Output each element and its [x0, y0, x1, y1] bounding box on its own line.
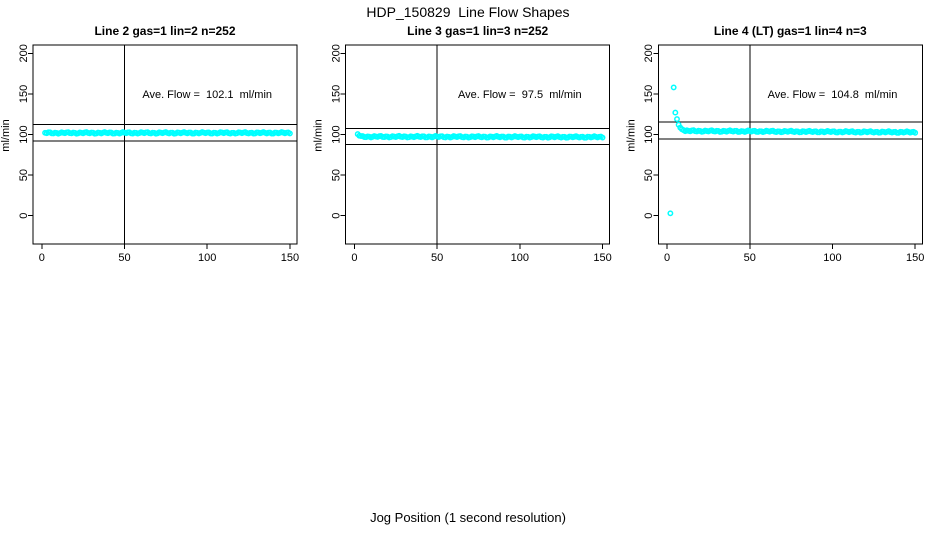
y-axis-tick-label: 100 — [331, 125, 343, 143]
x-axis-tick-label: 0 — [351, 252, 357, 264]
panel-3: Line 4 (LT) gas=1 lin=4 n=3 0 50 100 150 0 50 1… — [625, 24, 924, 264]
x-axis-tick-label: 50 — [118, 252, 130, 264]
panel-1: Line 2 gas=1 lin=2 n=252 0 50 100 150 0 50 100 1… — [0, 24, 299, 264]
y-axis-tick-label: 50 — [331, 169, 343, 181]
x-axis-tick-label: 0 — [664, 252, 670, 264]
y-axis-tick-label: 150 — [331, 85, 343, 103]
y-axis-tick-label: 200 — [643, 44, 655, 62]
y-axis-tick-label: 0 — [643, 213, 655, 219]
data-points — [42, 129, 293, 137]
panel-title: Line 2 gas=1 lin=2 n=252 — [94, 24, 235, 38]
panel-title: Line 4 (LT) gas=1 lin=4 n=3 — [714, 24, 867, 38]
y-axis-tick-label: 0 — [331, 213, 343, 219]
data-point — [912, 129, 919, 136]
x-axis-tick-label: 0 — [39, 252, 45, 264]
y-axis-tick-label: 150 — [18, 85, 30, 103]
y-axis-tick-label: 200 — [18, 44, 30, 62]
figure-title: HDP_150829 Line Flow Shapes — [366, 4, 570, 20]
y-axis-tick-label: 100 — [18, 125, 30, 143]
outlier-point — [672, 109, 679, 116]
data-points — [354, 131, 606, 141]
y-axis-tick-label: 200 — [331, 44, 343, 62]
y-axis-tick-label: 50 — [643, 169, 655, 181]
y-axis-label: ml/min — [0, 119, 12, 151]
figure-xlabel: Jog Position (1 second resolution) — [370, 510, 566, 525]
x-axis-tick-label: 100 — [198, 252, 216, 264]
y-axis-tick-label: 50 — [18, 169, 30, 181]
x-axis-tick-label: 50 — [744, 252, 756, 264]
x-axis-tick-label: 50 — [431, 252, 443, 264]
ave-flow-annotation: Ave. Flow = 97.5 ml/min — [458, 89, 582, 101]
panel-2: Line 3 gas=1 lin=3 n=252 0 50 100 150 0 50 100 1… — [313, 24, 612, 264]
x-axis-tick-label: 150 — [281, 252, 299, 264]
outlier-point — [356, 132, 363, 139]
x-axis-tick-label: 100 — [511, 252, 529, 264]
panel-box — [657, 44, 923, 245]
x-axis-tick-label: 150 — [593, 252, 611, 264]
panel-box — [32, 44, 298, 245]
y-axis-tick-label: 150 — [643, 85, 655, 103]
x-axis-tick-label: 150 — [906, 252, 924, 264]
outlier-point — [667, 210, 674, 217]
outlier-point — [680, 127, 687, 134]
x-axis-tick-label: 100 — [823, 252, 841, 264]
data-points — [667, 84, 919, 217]
y-axis-tick-label: 0 — [18, 213, 30, 219]
outlier-point — [674, 116, 680, 123]
data-point — [286, 130, 293, 137]
ave-flow-annotation: Ave. Flow = 102.1 ml/min — [142, 89, 272, 101]
y-axis-tick-label: 100 — [643, 125, 655, 143]
outlier-point — [670, 84, 677, 91]
y-axis-label: ml/min — [625, 119, 637, 151]
panel-title: Line 3 gas=1 lin=3 n=252 — [407, 24, 548, 38]
data-point — [599, 134, 606, 141]
y-axis-label: ml/min — [313, 119, 325, 151]
ave-flow-annotation: Ave. Flow = 104.8 ml/min — [768, 89, 898, 101]
